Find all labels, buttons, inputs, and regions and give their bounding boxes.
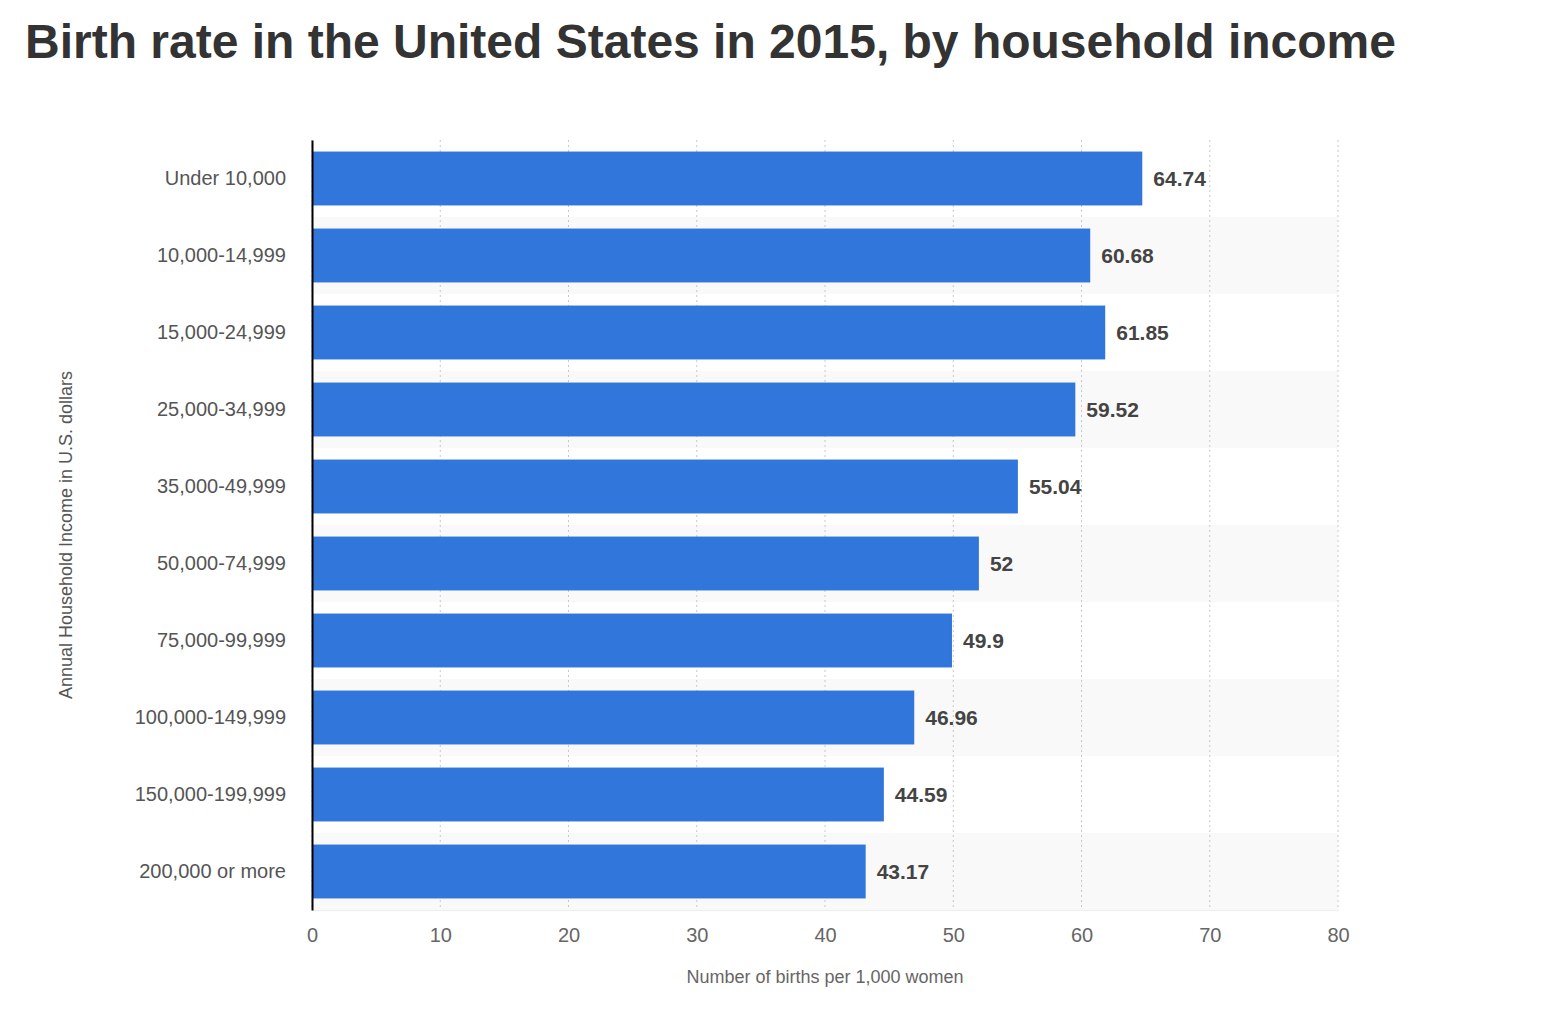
y-tick: 15,000-24,999 [157,321,286,343]
data-labels: 64.74 60.68 61.85 59.52 55.04 52 49.9 46.96 44.5… [877,167,1207,883]
y-tick-label: 150,000-199,999 [135,783,286,805]
y-tick: 75,000-99,999 [157,629,286,651]
x-tick-label: 70 [1199,924,1221,946]
x-tick: 50 [943,910,965,946]
x-axis-title: Number of births per 1,000 women [686,967,963,987]
y-tick-label: Under 10,000 [165,167,286,189]
x-axis-line [313,910,1339,911]
bar [312,460,1018,514]
y-tick: 10,000-14,999 [157,244,286,266]
data-label: 59.52 [1086,398,1139,421]
grid-line [1209,140,1210,910]
bars [312,152,1142,899]
bar [312,768,884,822]
bar [312,152,1142,206]
x-tick: 10 [430,910,452,946]
bar [312,845,866,899]
x-tick-label: 80 [1327,924,1349,946]
bar [312,383,1075,437]
x-tick: 70 [1199,910,1221,946]
x-tick-label: 10 [430,924,452,946]
bar [312,614,952,668]
data-label: 61.85 [1116,321,1169,344]
y-tick: 100,000-149,999 [135,706,286,728]
y-tick: 200,000 or more [139,860,286,882]
data-label: 46.96 [925,706,978,729]
data-label: 60.68 [1101,244,1154,267]
x-tick: 30 [686,910,708,946]
row-stripes [312,217,1338,910]
title: Birth rate in the United States in 2015,… [25,15,1396,68]
grid [312,140,1338,910]
y-tick-label: 25,000-34,999 [157,398,286,420]
data-label: 64.74 [1153,167,1206,190]
grid-line [312,140,313,910]
data-label: 52 [990,552,1013,575]
y-axis-line [312,141,314,911]
data-label: 43.17 [877,860,930,883]
x-tick: 0 [307,910,318,946]
y-tick: 25,000-34,999 [157,398,286,420]
y-tick-label: 35,000-49,999 [157,475,286,497]
bar [312,229,1090,283]
x-tick-label: 40 [814,924,836,946]
data-label: 44.59 [895,783,948,806]
y-tick-label: 75,000-99,999 [157,629,286,651]
x-tick: 20 [558,910,580,946]
y-tick-label: 10,000-14,999 [157,244,286,266]
x-tick: 80 [1327,910,1349,946]
data-label: 55.04 [1029,475,1082,498]
grid-line [1338,140,1339,910]
x-tick-label: 20 [558,924,580,946]
row-stripe [312,679,1338,756]
y-tick-label: 50,000-74,999 [157,552,286,574]
bar [312,537,979,591]
x-axis: 0 10 20 30 40 50 60 70 80 [307,910,1350,946]
x-tick-label: 50 [943,924,965,946]
y-axis: Under 10,000 10,000-14,999 15,000-24,999 25… [135,141,313,911]
data-label: 49.9 [963,629,1004,652]
y-tick-label: 100,000-149,999 [135,706,286,728]
row-stripe [312,525,1338,602]
y-tick-label: 15,000-24,999 [157,321,286,343]
x-tick-label: 30 [686,924,708,946]
y-tick: 50,000-74,999 [157,552,286,574]
y-tick-label: 200,000 or more [139,860,286,882]
x-tick-label: 60 [1071,924,1093,946]
y-tick: 150,000-199,999 [135,783,286,805]
x-tick: 60 [1071,910,1093,946]
x-tick-label: 0 [307,924,318,946]
y-tick: 35,000-49,999 [157,475,286,497]
y-tick: Under 10,000 [165,167,286,189]
x-tick: 40 [814,910,836,946]
chart: Birth rate in the United States in 2015,… [0,0,1562,1028]
row-stripe [312,217,1338,294]
bar [312,691,914,745]
y-axis-title: Annual Household Income in U.S. dollars [56,371,76,699]
bar [312,306,1105,360]
row-stripe [312,833,1338,910]
